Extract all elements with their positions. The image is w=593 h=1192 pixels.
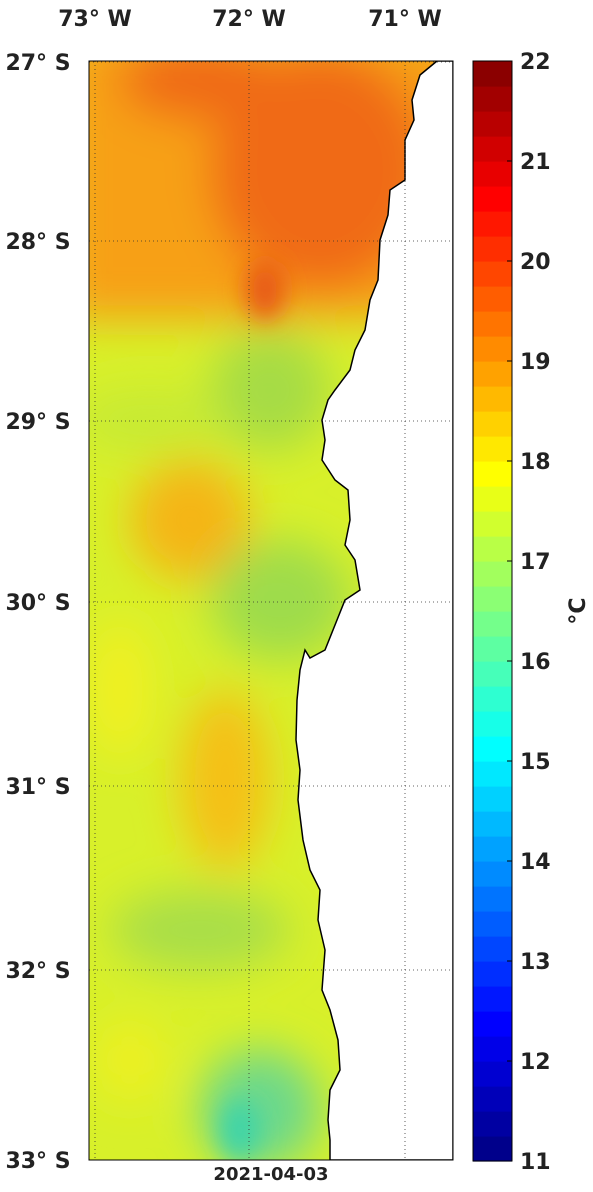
colorbar-step [473, 936, 512, 962]
colorbar-step [473, 811, 512, 837]
colorbar-step [473, 486, 512, 512]
colorbar-step [473, 286, 512, 312]
colorbar-step [473, 786, 512, 812]
colorbar-step [473, 236, 512, 262]
colorbar-step [473, 186, 512, 212]
lat-label: 29° S [5, 410, 70, 435]
colorbar-step [473, 461, 512, 487]
colorbar-step [473, 86, 512, 112]
colorbar-step [473, 661, 512, 687]
colorbar-step [473, 411, 512, 437]
colorbar-step [473, 961, 512, 987]
colorbar-tick-label: 15 [520, 750, 551, 775]
colorbar-step [473, 211, 512, 237]
colorbar-step [473, 361, 512, 387]
colorbar-step [473, 386, 512, 412]
colorbar-tick-label: 13 [520, 950, 551, 975]
colorbar-step [473, 1086, 512, 1112]
lon-label: 73° W [58, 7, 132, 32]
colorbar-step [473, 636, 512, 662]
map-frame [88, 60, 454, 1161]
colorbar-step [473, 336, 512, 362]
colorbar-step [473, 986, 512, 1012]
colorbar-step [473, 311, 512, 337]
colorbar-step [473, 111, 512, 137]
colorbar-step [473, 511, 512, 537]
colorbar-tick-label: 17 [520, 550, 551, 575]
colorbar-step [473, 736, 512, 762]
colorbar-step [473, 686, 512, 712]
colorbar-step [473, 861, 512, 887]
colorbar-step [473, 1036, 512, 1062]
colorbar-step [473, 1136, 512, 1162]
colorbar-tick-label: 22 [520, 50, 551, 75]
colorbar-frame [472, 60, 513, 1162]
colorbar-tick-label: 14 [520, 850, 551, 875]
colorbar: 11 12 13 14 15 16 17 18 19 20 21 22 [472, 50, 551, 1175]
colorbar-step [473, 61, 512, 87]
colorbar-step [473, 586, 512, 612]
colorbar-tick-label: 16 [520, 650, 551, 675]
colorbar-step [473, 911, 512, 937]
colorbar-tick-label: 19 [520, 350, 551, 375]
colorbar-step [473, 611, 512, 637]
colorbar-step [473, 711, 512, 737]
colorbar-step [473, 836, 512, 862]
colorbar-tick-label: 12 [520, 1050, 551, 1075]
lon-label: 71° W [368, 7, 442, 32]
lat-label: 28° S [5, 230, 70, 255]
colorbar-step [473, 761, 512, 787]
lat-label: 27° S [5, 51, 70, 76]
colorbar-label: °C [566, 597, 591, 624]
colorbar-step [473, 1011, 512, 1037]
colorbar-step [473, 1111, 512, 1137]
colorbar-step [473, 561, 512, 587]
lat-label: 31° S [5, 775, 70, 800]
colorbar-tick-label: 18 [520, 450, 551, 475]
sea-surface-temperature [89, 61, 453, 1160]
date-label: 2021-04-03 [213, 1164, 328, 1185]
colorbar-step [473, 886, 512, 912]
lat-label: 32° S [5, 959, 70, 984]
colorbar-step [473, 261, 512, 287]
land [295, 61, 453, 1160]
colorbar-step [473, 436, 512, 462]
colorbar-step [473, 136, 512, 162]
colorbar-step [473, 161, 512, 187]
colorbar-tick-label: 11 [520, 1150, 551, 1175]
colorbar-tick-label: 20 [520, 250, 551, 275]
lat-label: 33° S [5, 1149, 70, 1174]
lon-label: 72° W [212, 7, 286, 32]
colorbar-step [473, 536, 512, 562]
lat-label: 30° S [5, 591, 70, 616]
colorbar-tick-label: 21 [520, 150, 551, 175]
colorbar-step [473, 1061, 512, 1087]
